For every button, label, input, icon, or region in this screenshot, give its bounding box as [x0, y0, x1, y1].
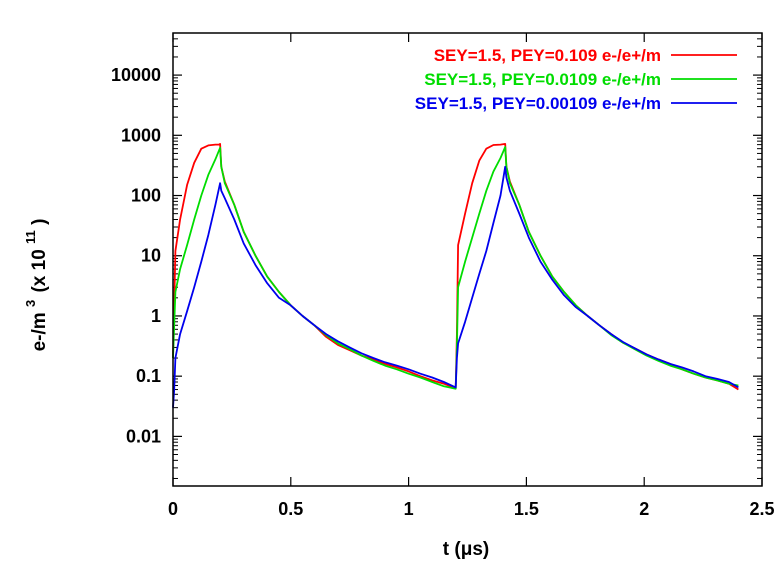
x-axis-title: t (μs): [443, 539, 489, 560]
y-axis-title-superscript: 3: [23, 300, 38, 307]
y-tick-label: 0.01: [126, 426, 161, 446]
y-tick-label: 1000: [121, 125, 161, 145]
y-tick-label: 0.1: [136, 366, 161, 386]
x-tick-label: 1: [404, 499, 414, 519]
series-line-1: [172, 143, 739, 391]
y-tick-label: 1: [151, 306, 161, 326]
y-axis-title: e-/m 3 (x 10 11 ): [19, 219, 50, 352]
x-tick-label: 0.5: [278, 499, 303, 519]
y-tick-label: 10: [141, 246, 161, 266]
y-tick-label: 10000: [111, 65, 161, 85]
x-tick-label: 1.5: [514, 499, 539, 519]
plot-frame: [172, 32, 763, 487]
y-axis-title-main: e-/m: [29, 312, 50, 351]
series-lines: [172, 143, 739, 408]
y-axis-title-group: e-/m 3 (x 10 11 ): [19, 219, 50, 352]
y-axis-tick-labels: 0.01 0.1 1 10 100 1000 10000: [111, 65, 161, 446]
series-line-3: [172, 165, 739, 408]
x-tick-label: 2.5: [749, 499, 774, 519]
y-tick-label: 100: [131, 186, 161, 206]
legend: SEY=1.5, PEY=0.109 e-/e+/m SEY=1.5, PEY=0…: [415, 46, 737, 113]
legend-label-2: SEY=1.5, PEY=0.0109 e-/e+/m: [424, 70, 661, 89]
legend-label-1: SEY=1.5, PEY=0.109 e-/e+/m: [434, 46, 661, 65]
y-axis-title-scale-exponent: 11: [23, 230, 38, 244]
x-tick-label: 0: [168, 499, 178, 519]
legend-label-3: SEY=1.5, PEY=0.00109 e-/e+/m: [415, 94, 661, 113]
y-axis-title-scale: (x 10: [29, 249, 50, 292]
x-tick-label: 2: [639, 499, 649, 519]
y-axis-title-scale-close: ): [29, 219, 50, 225]
x-axis-tick-labels: 0 0.5 1 1.5 2 2.5: [168, 499, 775, 519]
